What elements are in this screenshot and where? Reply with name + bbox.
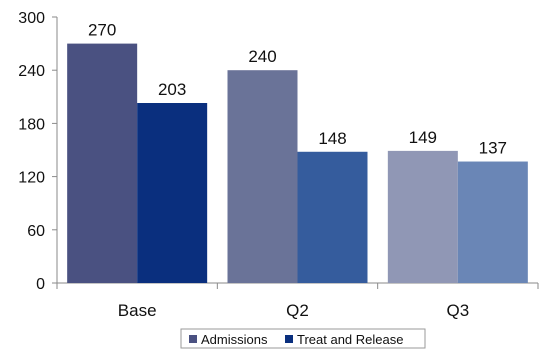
- bar: [297, 151, 368, 283]
- bar-value-label: 148: [318, 129, 346, 148]
- x-category-label: Base: [118, 301, 157, 320]
- bar: [67, 43, 138, 283]
- legend-swatch-treat-and-release: [285, 335, 293, 343]
- bar: [137, 103, 208, 283]
- legend-label-treat-and-release: Treat and Release: [297, 332, 403, 347]
- legend-swatch-admissions: [189, 335, 197, 343]
- bar-value-label: 270: [88, 21, 116, 40]
- y-tick-label: 240: [18, 63, 45, 80]
- y-tick-label: 120: [18, 170, 45, 187]
- chart-legend: Admissions Treat and Release: [180, 328, 426, 349]
- chart-data-labels: 270 203 240 148 149 137: [88, 21, 507, 158]
- chart-category-labels: Base Q2 Q3: [118, 301, 469, 320]
- y-tick-label: 180: [18, 116, 45, 133]
- bar-value-label: 203: [158, 80, 186, 99]
- chart-bars: [67, 43, 528, 283]
- y-tick-label: 300: [18, 10, 45, 27]
- y-tick-label: 0: [36, 276, 45, 293]
- bar-value-label: 137: [479, 139, 507, 158]
- legend-box: [180, 328, 426, 349]
- x-category-label: Q2: [286, 301, 309, 320]
- y-tick-label: 60: [27, 223, 45, 240]
- legend-label-admissions: Admissions: [201, 332, 268, 347]
- bar: [387, 150, 458, 283]
- bar: [227, 70, 298, 283]
- bar: [457, 161, 528, 283]
- bar-value-label: 149: [409, 128, 437, 147]
- x-category-label: Q3: [446, 301, 469, 320]
- bar-value-label: 240: [248, 47, 276, 66]
